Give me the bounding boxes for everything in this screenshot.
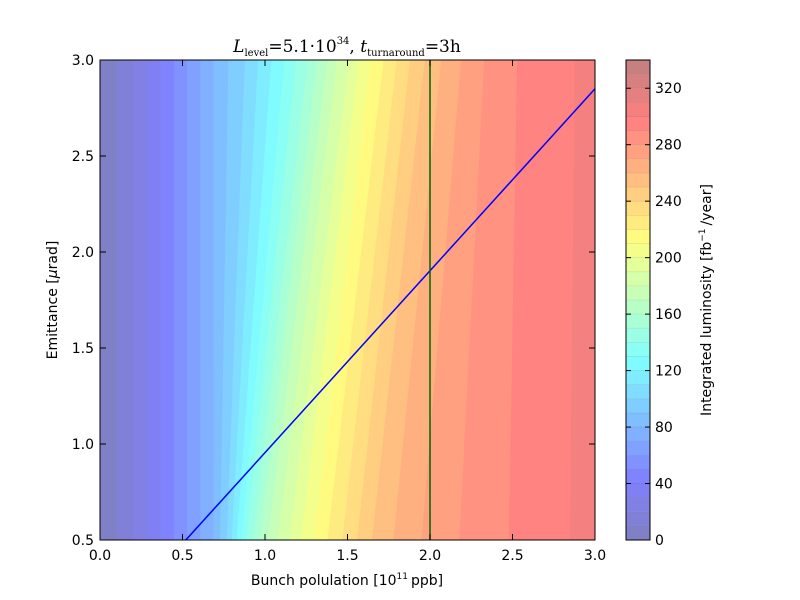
contour-band bbox=[357, 60, 426, 540]
colorbar-segment bbox=[626, 314, 650, 329]
colorbar-segment bbox=[626, 74, 650, 89]
x-tick-label: 1.5 bbox=[336, 548, 358, 564]
colorbar-segment bbox=[626, 172, 650, 188]
colorbar-segment bbox=[626, 144, 650, 159]
colorbar-segment bbox=[626, 201, 650, 216]
contour-band bbox=[246, 60, 309, 540]
colorbar-segment bbox=[626, 271, 650, 286]
contour-band bbox=[393, 60, 462, 540]
colorbar-segment bbox=[626, 497, 650, 512]
colorbar-segment bbox=[626, 427, 650, 442]
contour-band bbox=[226, 60, 259, 540]
contour-band bbox=[508, 60, 576, 540]
contour-band bbox=[267, 60, 338, 540]
y-tick-label: 3.0 bbox=[72, 53, 94, 69]
contour-band bbox=[160, 60, 175, 540]
y-tick-label: 0.5 bbox=[72, 533, 94, 549]
colorbar-segment bbox=[626, 356, 650, 371]
y-tick-label: 1.5 bbox=[72, 341, 94, 357]
colorbar-frame bbox=[625, 59, 651, 541]
contour-band bbox=[116, 60, 134, 540]
contour-band bbox=[173, 60, 188, 540]
contour-band bbox=[147, 60, 162, 540]
colorbar-segment bbox=[626, 300, 650, 315]
x-axis: 0.0 0.5 1.0 1.5 2.0 2.5 3.0 bbox=[89, 60, 606, 564]
colorbar-tick-label: 120 bbox=[655, 364, 682, 380]
contour-band bbox=[314, 60, 385, 540]
colorbar-tick-label: 0 bbox=[655, 533, 664, 549]
colorbar-segment bbox=[626, 285, 650, 300]
chart-title: Llevel=5.1·1034, tturnaround=3h bbox=[232, 36, 461, 59]
colorbar-segment bbox=[626, 483, 650, 498]
overlay-lines bbox=[185, 60, 595, 540]
contour-band bbox=[241, 60, 297, 540]
y-axis-label: Emittance [μrad] bbox=[45, 241, 61, 360]
colorbar-segment bbox=[626, 88, 650, 103]
colorbar-segment bbox=[626, 257, 650, 272]
colorbar-tick-label: 320 bbox=[655, 81, 682, 97]
x-tick-label: 2.5 bbox=[501, 548, 523, 564]
colorbar-tick-label: 160 bbox=[655, 307, 682, 323]
colorbar-segment bbox=[626, 525, 650, 540]
x-tick-label: 0.0 bbox=[89, 548, 111, 564]
colorbar-segment bbox=[626, 342, 650, 357]
colorbar-segment bbox=[626, 455, 650, 470]
contour-band bbox=[236, 60, 286, 540]
contour-band bbox=[187, 60, 201, 540]
colorbar-tick-label: 240 bbox=[655, 194, 682, 210]
x-tick-label: 3.0 bbox=[584, 548, 606, 564]
y-tick-label: 2.5 bbox=[72, 149, 94, 165]
colorbar-segment bbox=[626, 398, 650, 413]
colorbar: 0 40 80 120 160 200 240 280 320 bbox=[626, 60, 682, 549]
colorbar-segment bbox=[626, 384, 650, 399]
contour-band bbox=[220, 60, 246, 540]
x-tick-label: 2.0 bbox=[419, 548, 441, 564]
colorbar-segment bbox=[626, 60, 650, 75]
colorbar-segment bbox=[626, 511, 650, 526]
colorbar-segment bbox=[626, 102, 650, 117]
contour-band bbox=[132, 60, 149, 540]
x-tick-label: 0.5 bbox=[171, 548, 193, 564]
contour-band bbox=[200, 60, 215, 540]
colorbar-segment bbox=[626, 158, 650, 173]
x-axis-label: Bunch polulation [1011 ppb] bbox=[251, 572, 443, 589]
diagonal-reference-line bbox=[185, 88, 595, 540]
colorbar-label: Integrated luminosity [fb−1/year] bbox=[698, 184, 715, 416]
contour-band bbox=[231, 60, 272, 540]
x-tick-label: 1.0 bbox=[254, 548, 276, 564]
contour-band bbox=[371, 60, 442, 540]
colorbar-segment bbox=[626, 412, 650, 428]
colorbar-segment bbox=[626, 441, 650, 456]
colorbar-tick-label: 200 bbox=[655, 251, 682, 267]
contour-band bbox=[421, 60, 485, 540]
colorbar-segment bbox=[626, 130, 650, 145]
contour-band bbox=[327, 60, 398, 540]
contour-band bbox=[259, 60, 329, 540]
colorbar-tick-label: 80 bbox=[655, 420, 673, 436]
contour-band bbox=[277, 60, 350, 540]
colorbar-segment bbox=[626, 469, 650, 484]
y-axis: 0.5 1.0 1.5 2.0 2.5 3.0 bbox=[72, 53, 595, 549]
colorbar-segment bbox=[626, 328, 650, 343]
contour-band bbox=[342, 60, 411, 540]
colorbar-tick-label: 40 bbox=[655, 477, 673, 493]
colorbar-segment bbox=[626, 215, 650, 230]
contour-band bbox=[300, 60, 371, 540]
colorbar-segment bbox=[626, 243, 650, 258]
colorbar-segment bbox=[626, 116, 650, 131]
contour-fill-layer bbox=[100, 60, 595, 540]
contour-band bbox=[213, 60, 230, 540]
contour-band bbox=[100, 60, 117, 540]
colorbar-tick-label: 280 bbox=[655, 138, 682, 154]
y-tick-label: 1.0 bbox=[72, 437, 94, 453]
colorbar-segment bbox=[626, 229, 650, 244]
y-tick-label: 2.0 bbox=[72, 245, 94, 261]
colorbar-segment bbox=[626, 370, 650, 385]
contour-band bbox=[253, 60, 319, 540]
colorbar-segment bbox=[626, 187, 650, 202]
contour-band bbox=[569, 60, 595, 540]
contour-band bbox=[289, 60, 360, 540]
